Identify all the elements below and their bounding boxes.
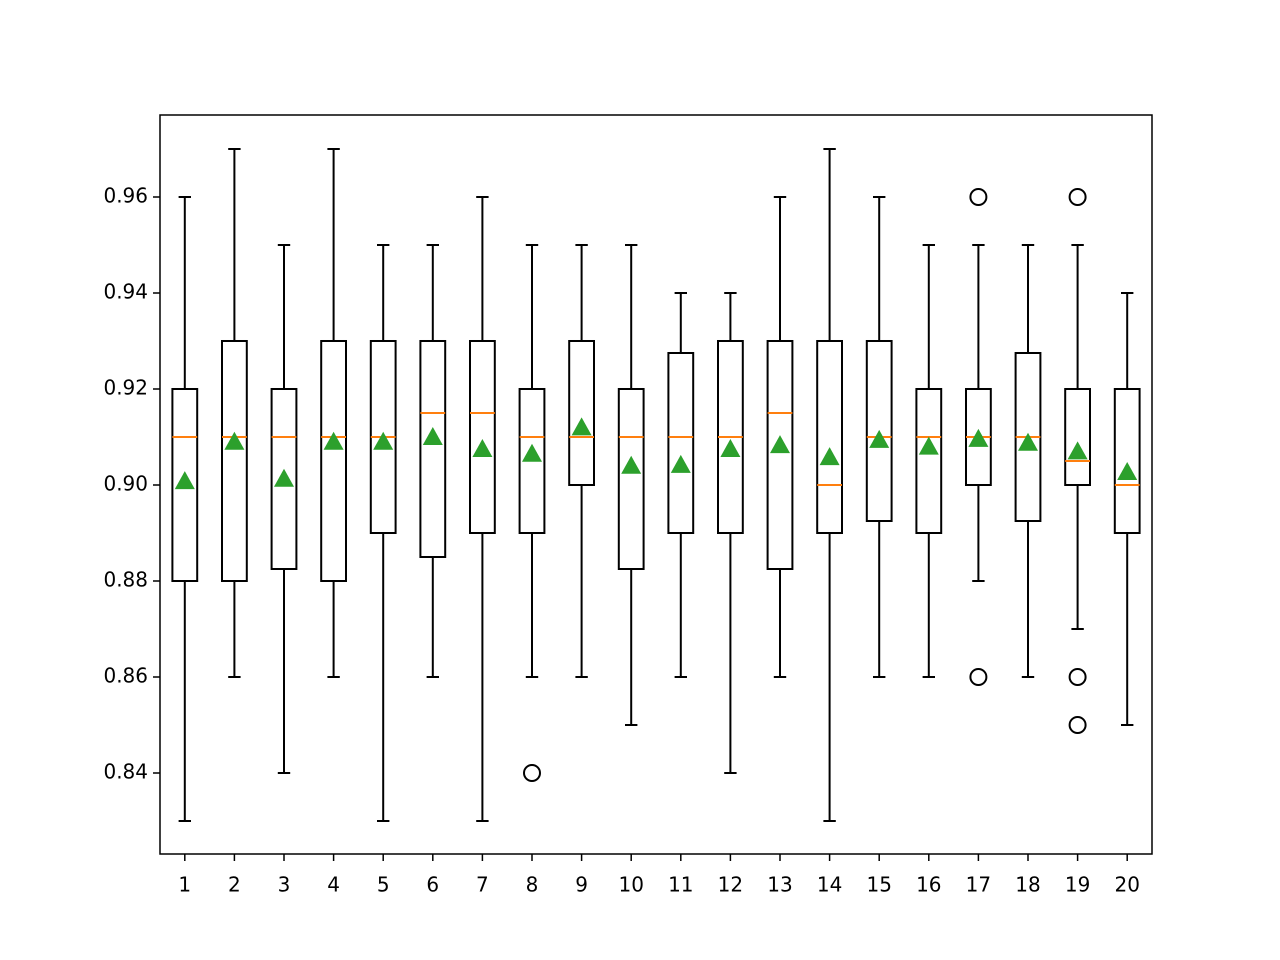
mean-marker: [1018, 432, 1038, 451]
y-tick-label: 0.86: [103, 663, 148, 687]
y-tick-label: 0.96: [103, 183, 148, 207]
x-tick-label: 6: [426, 873, 439, 897]
x-tick-label: 11: [668, 873, 693, 897]
mean-marker: [323, 431, 344, 450]
x-tick-label: 12: [718, 873, 743, 897]
box: [518, 387, 546, 534]
y-tick-label: 0.92: [103, 375, 148, 399]
box: [221, 339, 248, 582]
box: [171, 387, 199, 582]
y-tick-label: 0.88: [103, 567, 148, 591]
mean-marker: [869, 429, 890, 448]
box: [320, 339, 348, 582]
flier: [523, 763, 541, 782]
x-tick-label: 4: [327, 873, 340, 897]
flier: [1068, 715, 1087, 734]
mean-marker: [621, 455, 642, 474]
mean-marker: [174, 471, 195, 490]
box: [816, 339, 844, 534]
box: [667, 351, 695, 534]
x-tick-label: 18: [1015, 873, 1040, 897]
flier: [969, 667, 988, 686]
x-tick-label: 8: [526, 873, 539, 897]
y-tick-label: 0.84: [103, 759, 148, 783]
box: [865, 339, 893, 522]
mean-marker: [670, 454, 691, 473]
mean-marker: [819, 447, 840, 466]
x-tick-label: 9: [575, 873, 588, 897]
mean-marker: [770, 435, 790, 454]
box: [419, 339, 447, 558]
y-tick-label: 0.94: [103, 279, 148, 303]
flier: [1068, 187, 1087, 206]
mean-marker: [571, 417, 592, 436]
x-tick-label: 19: [1065, 873, 1090, 897]
box: [469, 339, 496, 534]
box: [766, 339, 794, 570]
box: [270, 387, 298, 570]
x-tick-label: 17: [966, 873, 991, 897]
x-tick-label: 20: [1114, 873, 1139, 897]
mean-marker: [274, 468, 294, 487]
x-tick-label: 15: [866, 873, 891, 897]
x-tick-label: 1: [178, 873, 191, 897]
box: [568, 339, 596, 486]
mean-marker: [224, 431, 245, 450]
mean-marker: [522, 443, 542, 462]
flier: [969, 187, 988, 206]
x-tick-label: 7: [476, 873, 489, 897]
y-tick-label: 0.90: [103, 471, 148, 495]
x-tick-label: 2: [228, 873, 241, 897]
mean-marker: [422, 426, 443, 445]
plot-frame: [159, 114, 1153, 855]
x-tick-label: 16: [916, 873, 941, 897]
mean-marker: [968, 428, 989, 447]
x-tick-label: 10: [618, 873, 643, 897]
x-tick-label: 5: [377, 873, 390, 897]
flier: [1068, 667, 1087, 686]
box: [617, 387, 645, 570]
mean-marker: [1067, 441, 1088, 460]
box: [915, 387, 943, 534]
x-tick-label: 13: [767, 873, 792, 897]
x-tick-label: 14: [817, 873, 842, 897]
x-tick-label: 3: [278, 873, 291, 897]
box: [1064, 387, 1091, 486]
mean-marker: [918, 436, 939, 455]
mean-marker: [373, 431, 394, 450]
box: [1113, 387, 1141, 534]
mean-marker: [720, 438, 741, 457]
mean-marker: [1117, 462, 1138, 481]
mean-marker: [472, 438, 493, 457]
